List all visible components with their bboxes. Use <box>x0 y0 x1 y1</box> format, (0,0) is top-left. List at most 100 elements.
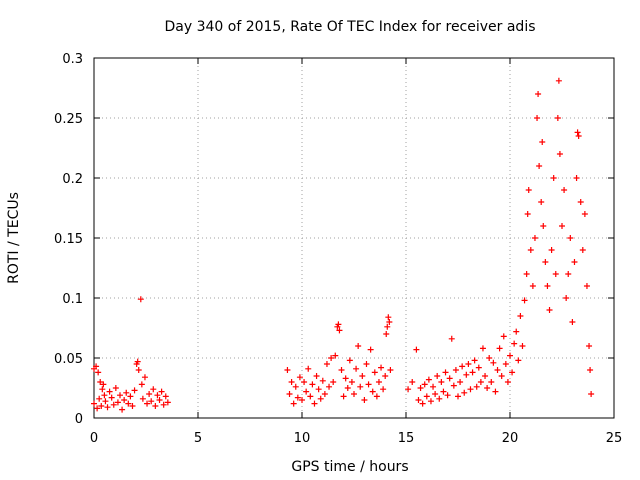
data-point <box>95 369 102 376</box>
data-point <box>423 393 430 400</box>
data-point <box>548 247 555 253</box>
data-point <box>91 400 97 407</box>
data-point <box>442 369 449 376</box>
data-point <box>486 355 493 361</box>
chart-title: Day 340 of 2015, Rate Of TEC Index for r… <box>164 19 535 35</box>
data-point <box>577 199 584 205</box>
data-point <box>125 400 132 407</box>
data-point <box>353 365 360 372</box>
data-point <box>119 406 126 413</box>
data-point <box>323 361 330 367</box>
data-point <box>425 376 432 383</box>
data-point <box>313 373 320 379</box>
x-tick-label: 5 <box>194 431 202 446</box>
data-point <box>438 379 445 385</box>
data-point <box>138 381 145 388</box>
data-point <box>114 399 121 406</box>
y-tick-label: 0.05 <box>54 352 83 367</box>
data-point <box>96 395 103 402</box>
y-tick-label: 0 <box>75 412 83 427</box>
data-point <box>581 211 588 217</box>
data-point <box>479 345 486 352</box>
data-point <box>290 400 297 407</box>
data-point <box>538 199 545 205</box>
data-point <box>311 400 318 407</box>
data-point <box>565 271 572 277</box>
data-point <box>405 386 412 393</box>
data-point <box>135 367 142 373</box>
x-tick-label: 10 <box>294 431 311 446</box>
data-point <box>587 367 594 373</box>
data-point <box>523 271 530 277</box>
x-tick-label: 0 <box>90 431 98 446</box>
data-point <box>299 397 305 403</box>
data-point <box>586 343 593 349</box>
data-point <box>288 379 295 385</box>
data-point <box>150 386 157 393</box>
data-point <box>463 371 470 378</box>
data-point <box>335 321 342 328</box>
x-tick-labels: 0 5 10 15 20 25 <box>90 431 622 446</box>
data-point <box>498 373 505 379</box>
data-point <box>367 346 374 353</box>
data-point <box>556 151 563 157</box>
data-point <box>338 367 345 373</box>
x-tick-label: 25 <box>606 431 623 446</box>
data-point <box>144 400 151 407</box>
data-point <box>286 391 293 397</box>
data-point <box>93 363 100 370</box>
data-point <box>567 235 574 241</box>
data-point <box>415 397 422 403</box>
data-point <box>552 271 559 277</box>
data-point <box>473 383 480 390</box>
x-tick-label: 20 <box>502 431 519 446</box>
data-point <box>303 388 310 395</box>
data-point <box>319 377 326 384</box>
data-point <box>511 340 518 347</box>
data-point <box>386 319 393 325</box>
data-point <box>94 405 101 412</box>
axis-ticks <box>93 57 615 419</box>
data-point <box>156 397 163 403</box>
data-point <box>524 211 531 217</box>
data-point <box>475 364 482 371</box>
data-point <box>534 115 541 121</box>
data-point <box>563 295 570 301</box>
data-point <box>459 363 466 370</box>
data-point <box>348 379 355 385</box>
data-point <box>574 129 581 136</box>
data-point <box>525 187 532 193</box>
data-point <box>305 365 312 372</box>
data-point <box>363 361 370 367</box>
data-point <box>484 385 491 391</box>
data-point <box>373 393 380 400</box>
data-point <box>515 357 522 364</box>
y-tick-labels: 0 0.05 0.1 0.15 0.2 0.25 0.3 <box>54 52 83 427</box>
data-point <box>467 386 474 393</box>
data-point <box>357 383 364 390</box>
data-point <box>384 323 391 330</box>
data-point <box>108 394 115 401</box>
x-axis-label: GPS time / hours <box>291 459 408 475</box>
data-point <box>315 386 322 393</box>
data-point <box>446 375 453 382</box>
data-point <box>529 283 536 289</box>
data-point <box>427 398 434 405</box>
data-point <box>351 391 357 397</box>
data-point <box>455 393 461 400</box>
data-point <box>371 369 378 376</box>
data-point <box>440 388 447 395</box>
y-tick-label: 0.1 <box>62 292 83 307</box>
data-point <box>328 355 335 361</box>
data-point <box>292 383 299 390</box>
data-point <box>434 373 441 379</box>
data-point <box>488 379 495 385</box>
data-point <box>110 401 117 408</box>
data-point <box>340 393 347 400</box>
data-point <box>378 364 385 371</box>
data-point <box>359 373 366 379</box>
data-point <box>417 385 424 391</box>
data-point <box>164 399 171 406</box>
data-point <box>535 91 542 97</box>
data-point <box>326 383 333 390</box>
